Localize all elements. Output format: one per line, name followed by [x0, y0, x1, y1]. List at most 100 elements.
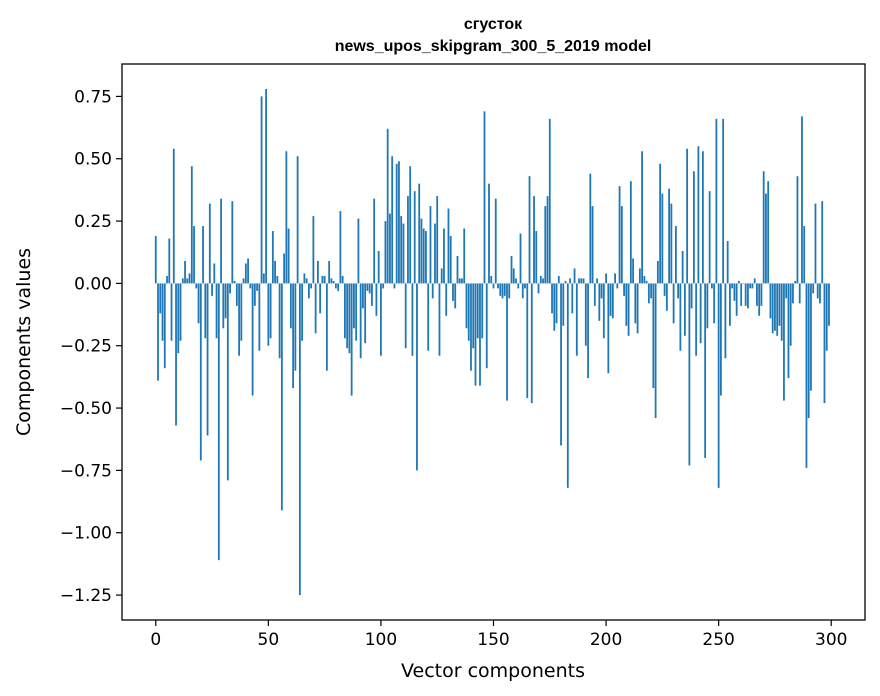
bar [796, 176, 799, 284]
bar [346, 283, 349, 349]
bar [404, 283, 407, 349]
bar [368, 283, 371, 294]
bar [584, 283, 587, 346]
bar [247, 258, 249, 284]
bar [476, 283, 479, 339]
bar [645, 280, 648, 284]
bar [679, 283, 682, 351]
bar [548, 118, 551, 284]
bar [580, 278, 583, 284]
bar [253, 283, 256, 306]
x-tick-label: 200 [590, 630, 622, 650]
bar [783, 283, 785, 401]
ticks-group: 0 50 100 150 200 250 300 0.75 0.50 0.25 0.00 −0.25 −… [60, 87, 848, 650]
bar [533, 196, 535, 284]
bar [591, 206, 594, 284]
bar [708, 191, 711, 284]
bar [461, 278, 463, 284]
bar [776, 283, 779, 336]
bar [512, 268, 515, 284]
bar [551, 283, 553, 314]
bar [393, 283, 396, 289]
bar [819, 283, 821, 304]
bar [314, 283, 317, 334]
bar [620, 206, 623, 284]
bar [499, 283, 502, 296]
bar [332, 280, 335, 284]
bar [395, 163, 398, 284]
bar [375, 283, 378, 316]
bar [301, 283, 304, 341]
bar [321, 275, 324, 284]
bar [521, 283, 524, 299]
bar [175, 283, 177, 426]
bar [688, 283, 691, 466]
bar [593, 283, 596, 306]
bar [618, 186, 621, 284]
bar [443, 228, 445, 284]
bar [330, 278, 333, 284]
bar [285, 151, 288, 284]
bar [769, 283, 772, 319]
bar [420, 218, 423, 284]
bar [825, 283, 828, 351]
bar [307, 283, 310, 299]
bar [276, 275, 279, 284]
bar [172, 148, 175, 284]
bar [713, 283, 716, 324]
bar [598, 283, 601, 321]
bar [605, 273, 607, 284]
bar [409, 166, 412, 284]
chart-subtitle: news_upos_skipgram_300_5_2019 model [335, 38, 652, 55]
bar [699, 283, 702, 344]
bar [197, 283, 200, 324]
bar [427, 283, 430, 351]
bar [528, 176, 531, 284]
bar [400, 216, 403, 284]
bar [445, 283, 448, 316]
y-tick-label: −1.00 [60, 524, 112, 544]
bar [816, 283, 819, 299]
bar [359, 283, 362, 359]
bar [515, 278, 517, 284]
bar [794, 280, 797, 284]
bar [323, 275, 326, 284]
bar [614, 273, 616, 284]
bar [582, 278, 585, 284]
bar [436, 196, 439, 284]
bar [364, 283, 367, 344]
y-tick-label: 0.50 [74, 150, 112, 170]
bar [821, 201, 824, 284]
bar [650, 283, 653, 299]
bar [454, 283, 457, 309]
bar [711, 283, 713, 289]
bar [416, 283, 418, 471]
bar [226, 283, 229, 481]
bar [316, 260, 319, 284]
bar [242, 278, 245, 284]
bar [179, 283, 182, 341]
bar [812, 283, 815, 294]
bar [177, 283, 180, 354]
bar [557, 275, 560, 284]
bar [337, 283, 340, 291]
bar [690, 283, 693, 309]
bar [602, 283, 605, 339]
bar [348, 283, 351, 354]
bar [526, 283, 529, 399]
bar [686, 148, 689, 284]
bar [656, 260, 659, 284]
bar [638, 268, 641, 284]
bar [756, 283, 758, 306]
bar [778, 283, 781, 326]
bar [265, 88, 267, 284]
bar [733, 283, 736, 301]
bar [303, 273, 306, 284]
bar [814, 203, 817, 284]
bar [481, 283, 484, 339]
bar [735, 283, 738, 316]
bar [249, 283, 252, 289]
bar [677, 283, 680, 299]
bar [235, 283, 238, 306]
